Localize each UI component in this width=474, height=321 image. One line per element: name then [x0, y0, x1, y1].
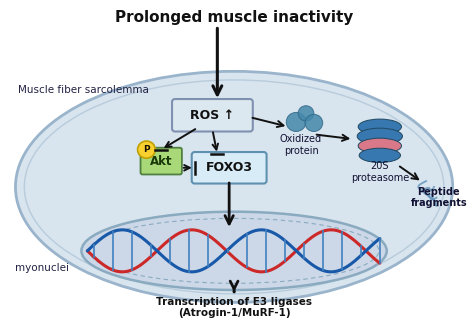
Ellipse shape	[357, 128, 402, 144]
Text: 20S
proteasome: 20S proteasome	[351, 161, 409, 183]
Text: ROS ↑: ROS ↑	[191, 109, 235, 122]
Text: Muscle fiber sarcolemma: Muscle fiber sarcolemma	[18, 85, 149, 95]
Text: Akt: Akt	[150, 155, 173, 168]
Ellipse shape	[16, 71, 453, 302]
Text: myonuclei: myonuclei	[16, 263, 70, 273]
Text: Prolonged muscle inactivity: Prolonged muscle inactivity	[115, 10, 353, 25]
FancyBboxPatch shape	[140, 148, 182, 174]
Circle shape	[298, 106, 314, 121]
Text: Transcription of E3 ligases
(Atrogin-1/MuRF-1): Transcription of E3 ligases (Atrogin-1/M…	[156, 297, 312, 318]
Ellipse shape	[359, 148, 401, 162]
Ellipse shape	[82, 212, 387, 290]
FancyBboxPatch shape	[192, 152, 266, 184]
Text: Oxidized
protein: Oxidized protein	[280, 134, 322, 156]
Ellipse shape	[358, 119, 401, 134]
Circle shape	[286, 112, 306, 132]
Circle shape	[305, 114, 323, 132]
FancyBboxPatch shape	[172, 99, 253, 132]
Text: FOXO3: FOXO3	[206, 161, 253, 174]
Circle shape	[137, 141, 155, 158]
Text: Peptide
fragments: Peptide fragments	[410, 187, 467, 208]
Ellipse shape	[358, 138, 401, 153]
Text: P: P	[143, 145, 150, 154]
